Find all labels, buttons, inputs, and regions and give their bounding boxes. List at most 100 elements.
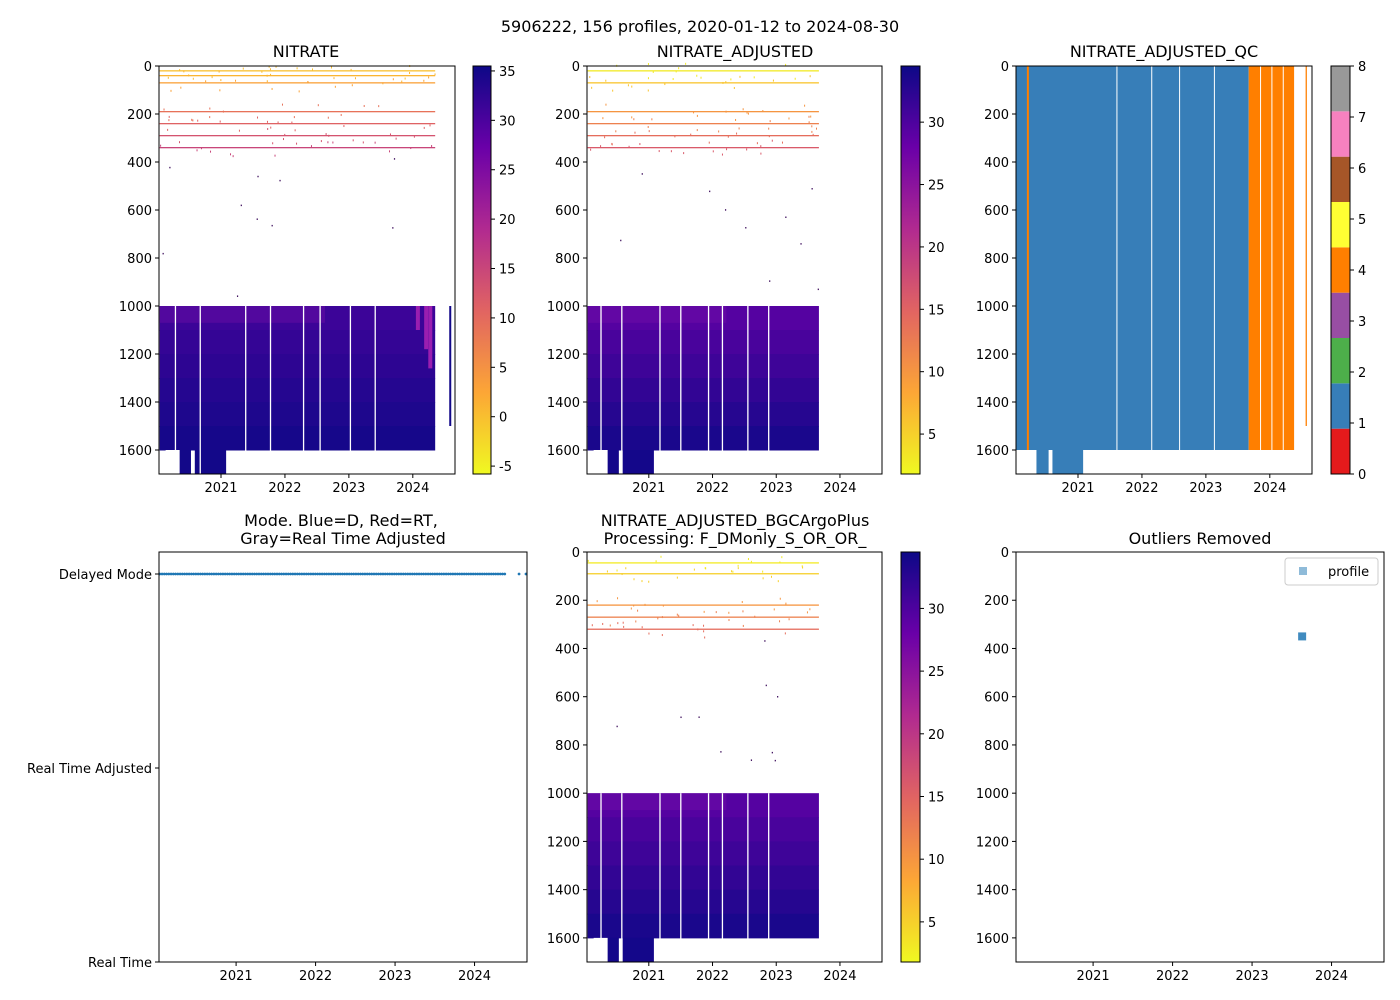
scatter-dot bbox=[750, 560, 752, 563]
panel-title-mode-line2: Gray=Real Time Adjusted bbox=[240, 529, 446, 548]
deep-extension bbox=[622, 450, 654, 474]
mode-point bbox=[331, 572, 335, 576]
qc-region-flag-1 bbox=[1016, 66, 1249, 450]
scatter-dot bbox=[779, 561, 781, 564]
sparse-dot bbox=[764, 640, 766, 642]
mode-point bbox=[419, 572, 423, 576]
mode-point bbox=[289, 572, 292, 576]
scatter-dot bbox=[167, 128, 169, 131]
scatter-dot bbox=[596, 600, 598, 603]
mode-point bbox=[399, 572, 403, 576]
colorbar-tick-label: 7 bbox=[1358, 111, 1366, 126]
scatter-dot bbox=[647, 89, 649, 92]
scatter-dot bbox=[334, 85, 336, 88]
scatter-dot bbox=[211, 76, 213, 79]
sparse-dot bbox=[680, 716, 682, 719]
scatter-dot bbox=[168, 115, 170, 118]
profile-gap bbox=[1179, 66, 1181, 450]
y-tick-label: 600 bbox=[984, 204, 1009, 219]
y-tick-label: 800 bbox=[127, 252, 152, 267]
scatter-dot bbox=[746, 111, 748, 114]
y-tick-label: 1600 bbox=[976, 932, 1009, 947]
mode-point bbox=[221, 572, 225, 576]
sparse-dot bbox=[800, 243, 802, 245]
panel-title-mode-line1: Mode. Blue=D, Red=RT, bbox=[244, 511, 438, 530]
scatter-dot bbox=[354, 77, 356, 80]
scatter-dot bbox=[434, 73, 436, 76]
scatter-dot bbox=[363, 104, 365, 107]
scatter-dot bbox=[771, 139, 773, 142]
colorbar-tick-label: 20 bbox=[928, 728, 945, 743]
mode-point bbox=[268, 572, 272, 576]
scatter-dot bbox=[725, 81, 727, 84]
colorbar-bin bbox=[1331, 156, 1350, 202]
scatter-dot bbox=[685, 62, 687, 65]
y-tick-label: 1000 bbox=[547, 787, 580, 802]
colorbar-bin bbox=[1331, 338, 1350, 384]
scatter-dot bbox=[634, 131, 636, 134]
scatter-dot bbox=[674, 135, 676, 138]
legend-label: profile bbox=[1328, 565, 1369, 580]
scatter-dot bbox=[605, 79, 607, 82]
profile-gap bbox=[245, 306, 247, 474]
profile-gap bbox=[1271, 66, 1273, 450]
mode-point bbox=[178, 572, 182, 576]
mode-point bbox=[295, 572, 299, 576]
sparse-dot bbox=[720, 751, 722, 753]
mode-point bbox=[498, 572, 502, 576]
scatter-dot bbox=[742, 624, 744, 627]
scatter-dot bbox=[589, 76, 591, 79]
y-tick-label: 1000 bbox=[547, 300, 580, 315]
sparse-dot bbox=[698, 716, 700, 718]
mode-point bbox=[517, 572, 521, 576]
y-tick-label: Delayed Mode bbox=[59, 568, 152, 583]
mode-point bbox=[313, 572, 317, 576]
scatter-dot bbox=[735, 118, 737, 121]
x-tick-label: 2023 bbox=[379, 969, 412, 984]
y-tick-label: 0 bbox=[1001, 60, 1009, 75]
scatter-dot bbox=[726, 148, 728, 151]
x-tick-label: 2022 bbox=[1156, 969, 1189, 984]
mode-point bbox=[327, 572, 331, 576]
x-tick-label: 2024 bbox=[1253, 481, 1286, 496]
scatter-dot bbox=[284, 133, 286, 136]
x-tick-label: 2022 bbox=[696, 969, 729, 984]
deep-extension bbox=[178, 450, 191, 474]
mode-point bbox=[259, 572, 263, 576]
mode-point bbox=[210, 572, 214, 576]
mode-point bbox=[401, 572, 405, 576]
panel-title-bgcargoplus-line1: NITRATE_ADJUSTED_BGCArgoPlus bbox=[601, 511, 870, 531]
x-tick-label: 2024 bbox=[396, 481, 429, 496]
sparse-dot bbox=[240, 204, 242, 207]
y-tick-label: 1200 bbox=[976, 348, 1009, 363]
mode-point bbox=[171, 572, 175, 576]
plot-frame bbox=[1015, 65, 1313, 475]
deep-band bbox=[587, 306, 819, 331]
scatter-dot bbox=[413, 135, 415, 138]
profile-gap bbox=[374, 306, 376, 474]
mode-point bbox=[489, 572, 493, 576]
scatter-dot bbox=[788, 117, 790, 120]
scatter-dot bbox=[812, 133, 814, 136]
scatter-dot bbox=[696, 74, 698, 77]
sparse-dot bbox=[811, 188, 813, 190]
mode-point bbox=[494, 572, 498, 576]
colorbar: 0 1 2 3 4 5 6 7 8 bbox=[1330, 60, 1366, 483]
scatter-dot bbox=[639, 143, 641, 146]
scatter-dot bbox=[630, 607, 632, 610]
scatter-dot bbox=[362, 141, 364, 144]
scatter-dot bbox=[704, 636, 706, 639]
scatter-dot bbox=[282, 138, 284, 141]
mode-point bbox=[239, 572, 243, 576]
scatter-dot bbox=[690, 133, 692, 136]
sparse-dot bbox=[641, 173, 643, 175]
scatter-dot bbox=[163, 108, 165, 111]
mode-point bbox=[395, 572, 398, 576]
mode-point bbox=[347, 572, 351, 576]
mode-point bbox=[467, 572, 471, 576]
scatter-dot bbox=[625, 567, 627, 570]
mode-point bbox=[257, 572, 261, 576]
profile-gap bbox=[721, 793, 724, 962]
scatter-dot bbox=[644, 603, 646, 606]
scatter-dot bbox=[294, 129, 296, 132]
